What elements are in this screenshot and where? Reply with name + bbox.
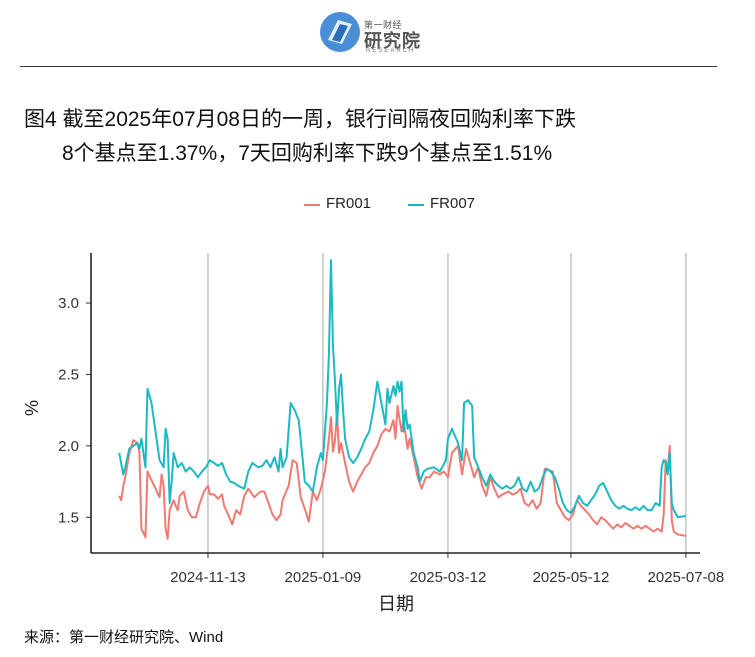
source-note: 来源：第一财经研究院、Wind	[24, 629, 224, 646]
logo-sub-text: RESEARCH	[366, 48, 416, 54]
y-tick-label-3: 3.0	[58, 295, 79, 312]
series-line-fr007	[118, 259, 687, 519]
x-tick-label-2025-01-09: 2025-01-09	[285, 569, 362, 586]
report-header: 第一财经 研究院 RESEARCH	[0, 0, 755, 67]
tick-labels: 2024-11-13 2025-01-09 2025-03-12 2025-05-12…	[58, 295, 724, 586]
series-layer	[118, 259, 687, 540]
series-line-fr001	[118, 404, 687, 540]
legend-label-fr007: FR007	[430, 195, 476, 212]
y-axis-title: %	[22, 400, 42, 416]
legend-label-fr001: FR001	[326, 195, 372, 212]
x-tick-label-2025-03-12: 2025-03-12	[410, 569, 487, 586]
y-tick-label-1.5: 1.5	[58, 509, 79, 526]
figure-title-line-1: 图4 截至2025年07月08日的一周，银行间隔夜回购利率下跌	[24, 108, 576, 131]
legend-swatch-fr007	[408, 204, 424, 206]
x-tick-label-2025-05-12: 2025-05-12	[533, 569, 610, 586]
y-tick-label-2: 2.0	[58, 438, 79, 455]
x-tick-label-2024-11-13: 2024-11-13	[170, 569, 246, 586]
x-gridlines	[207, 253, 687, 553]
brand-logo: 第一财经 研究院 RESEARCH	[318, 8, 428, 56]
legend-swatch-fr001	[304, 204, 320, 206]
logo-main-text: 研究院	[364, 31, 421, 51]
x-axis-title: 日期	[378, 594, 414, 614]
x-tick-label-2025-07-08: 2025-07-08	[648, 569, 725, 586]
logo-mark-icon	[320, 12, 360, 52]
figure-title-line-2: 8个基点至1.37%，7天回购利率下跌9个基点至1.51%	[62, 142, 553, 165]
header-divider	[20, 66, 717, 67]
y-tick-label-2.5: 2.5	[58, 366, 79, 383]
logo-small-text: 第一财经	[364, 20, 403, 30]
chart-axes	[86, 253, 700, 558]
